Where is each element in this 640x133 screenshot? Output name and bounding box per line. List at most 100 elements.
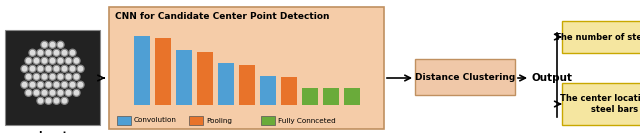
Circle shape [42,91,47,95]
FancyBboxPatch shape [239,65,255,105]
Circle shape [22,66,27,71]
Circle shape [73,73,80,80]
FancyBboxPatch shape [189,116,203,125]
Circle shape [65,57,72,64]
Circle shape [54,99,59,103]
Circle shape [29,49,36,56]
Circle shape [35,75,38,79]
Circle shape [67,59,70,63]
Text: Input: Input [38,131,67,133]
Circle shape [42,43,47,47]
Circle shape [61,81,68,88]
FancyBboxPatch shape [344,88,360,105]
Circle shape [62,83,67,87]
Circle shape [41,57,48,64]
Circle shape [69,65,76,72]
FancyBboxPatch shape [196,52,212,105]
Circle shape [69,81,76,88]
Circle shape [54,66,59,71]
Circle shape [46,99,51,103]
Circle shape [25,57,32,64]
Circle shape [51,43,54,47]
Text: The number of steel bars: The number of steel bars [555,32,640,41]
Circle shape [25,89,32,96]
FancyBboxPatch shape [280,77,296,105]
Circle shape [46,83,51,87]
Circle shape [57,57,64,64]
FancyBboxPatch shape [5,30,100,125]
FancyBboxPatch shape [562,83,640,125]
Circle shape [57,73,64,80]
Circle shape [21,81,28,88]
FancyBboxPatch shape [301,88,317,105]
Circle shape [46,66,51,71]
Circle shape [26,59,31,63]
Text: Output: Output [532,73,573,83]
Circle shape [46,51,51,55]
Circle shape [38,83,43,87]
Circle shape [49,73,56,80]
Text: The center locations of
steel bars: The center locations of steel bars [559,94,640,114]
Text: Convolution: Convolution [134,117,177,124]
FancyBboxPatch shape [562,21,640,53]
Circle shape [61,97,68,104]
Circle shape [77,65,84,72]
Circle shape [74,75,79,79]
Circle shape [29,65,36,72]
Circle shape [35,91,38,95]
Circle shape [67,75,70,79]
Circle shape [45,97,52,104]
Circle shape [74,59,79,63]
FancyBboxPatch shape [175,50,191,105]
Circle shape [58,43,63,47]
Circle shape [65,89,72,96]
Circle shape [45,65,52,72]
Text: Pooling: Pooling [206,117,232,124]
Circle shape [58,59,63,63]
Circle shape [61,49,68,56]
Circle shape [65,73,72,80]
Circle shape [62,99,67,103]
Circle shape [49,89,56,96]
Text: CNN for Candidate Center Point Detection: CNN for Candidate Center Point Detection [115,12,330,21]
FancyBboxPatch shape [218,63,234,105]
Text: Distance Clustering: Distance Clustering [415,72,515,82]
Circle shape [30,51,35,55]
Circle shape [42,75,47,79]
Circle shape [51,59,54,63]
Text: Fully Connceted: Fully Connceted [278,117,336,124]
Circle shape [30,66,35,71]
Circle shape [70,51,75,55]
Circle shape [21,65,28,72]
Circle shape [78,83,83,87]
Circle shape [61,65,68,72]
Circle shape [69,49,76,56]
Circle shape [57,89,64,96]
Circle shape [41,89,48,96]
Circle shape [73,89,80,96]
FancyBboxPatch shape [259,76,275,105]
Circle shape [70,66,75,71]
Circle shape [45,81,52,88]
Circle shape [22,83,27,87]
Circle shape [73,57,80,64]
Circle shape [53,81,60,88]
Circle shape [67,91,70,95]
Circle shape [53,97,60,104]
Circle shape [41,73,48,80]
Circle shape [38,66,43,71]
Circle shape [29,81,36,88]
Circle shape [70,83,75,87]
FancyBboxPatch shape [323,88,339,105]
Circle shape [49,57,56,64]
Circle shape [57,41,64,48]
FancyBboxPatch shape [117,116,131,125]
Circle shape [30,83,35,87]
Circle shape [53,65,60,72]
Circle shape [42,59,47,63]
Circle shape [38,51,43,55]
Circle shape [58,75,63,79]
Circle shape [53,49,60,56]
Circle shape [51,75,54,79]
Circle shape [35,59,38,63]
